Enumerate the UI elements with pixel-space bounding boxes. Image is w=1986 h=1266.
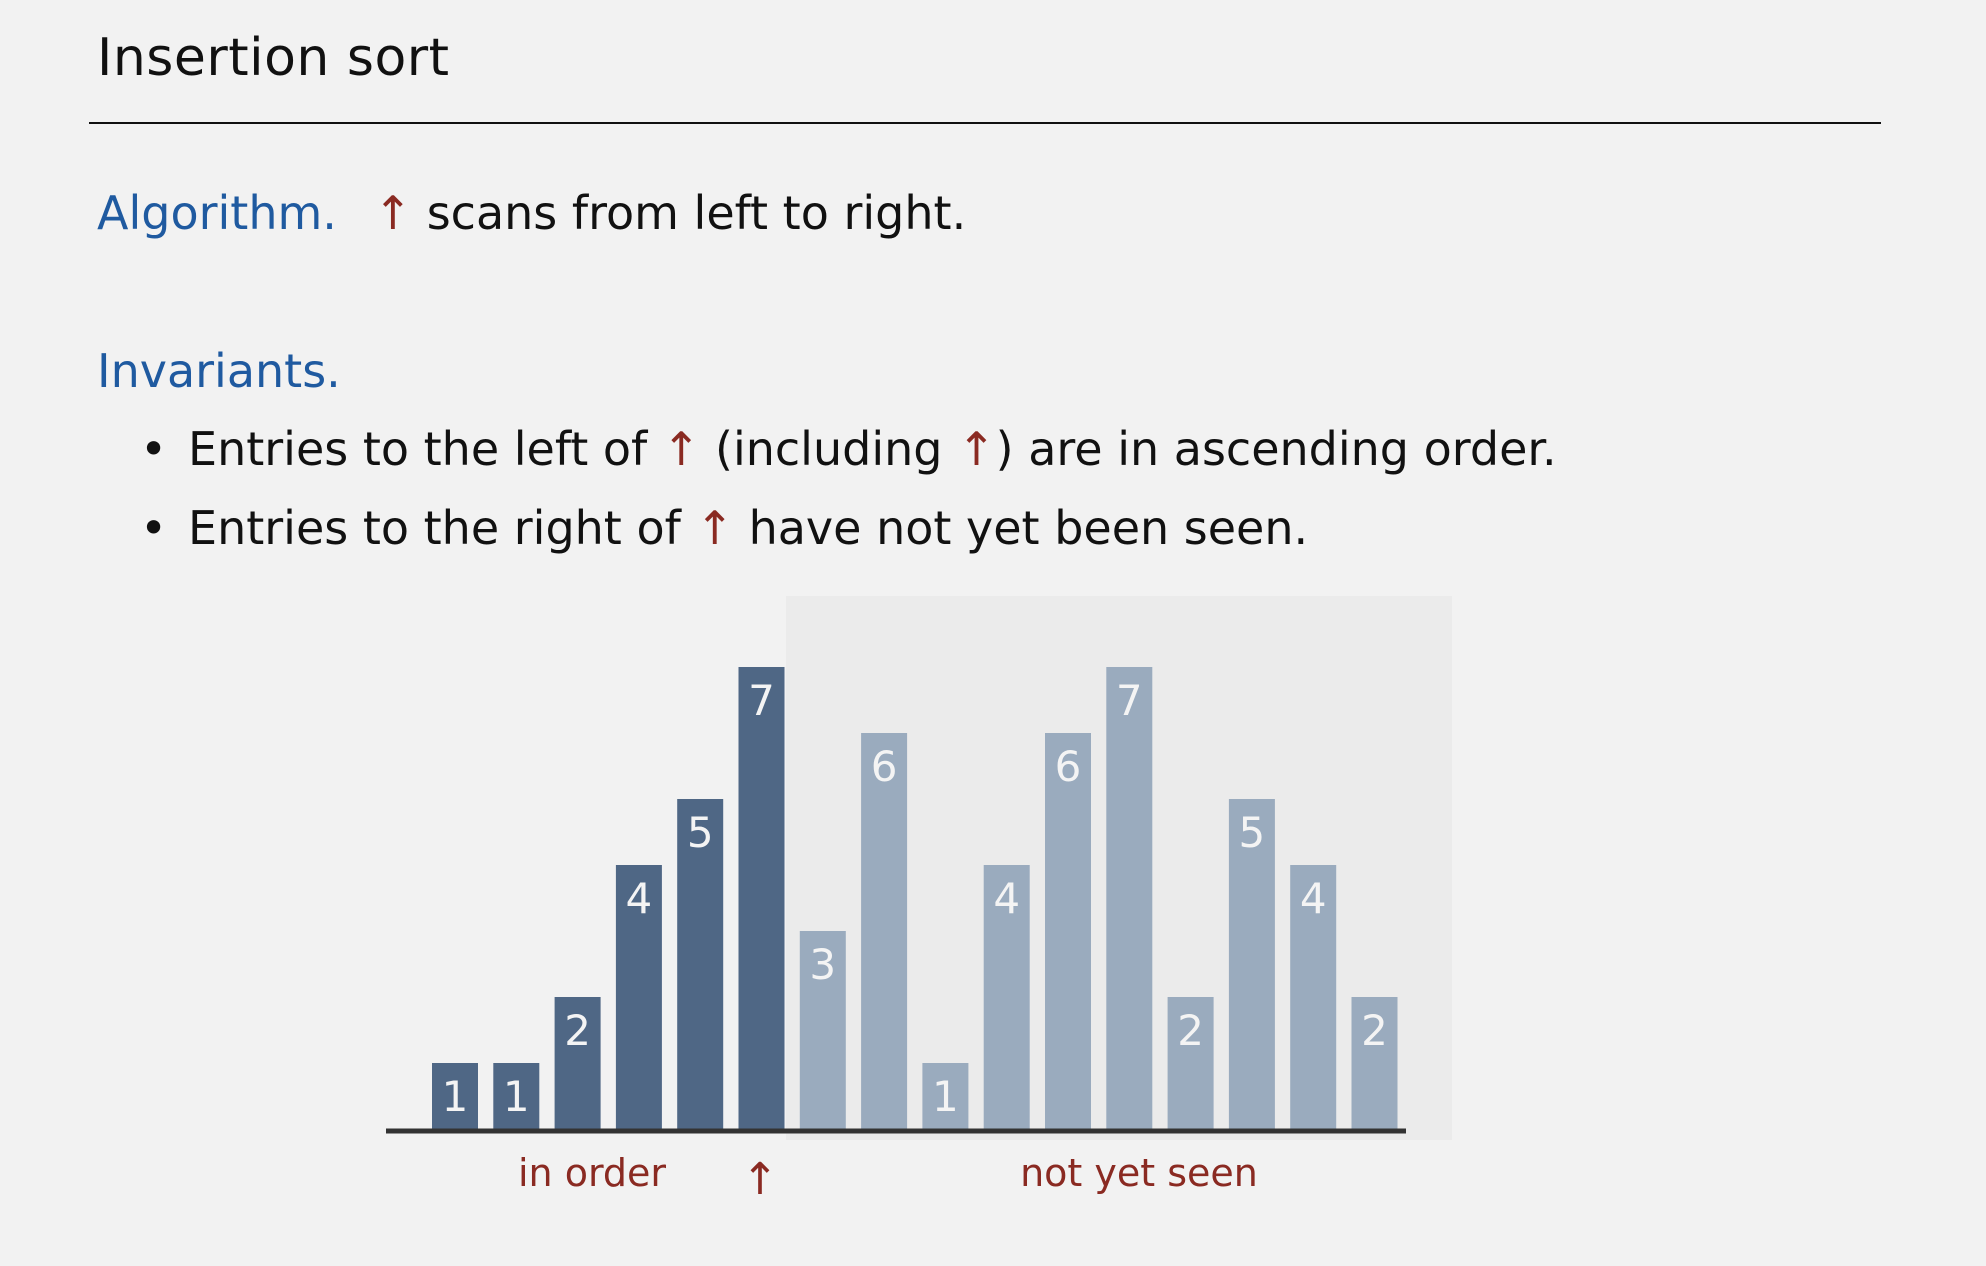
not-yet-seen-label: not yet seen (1020, 1151, 1258, 1195)
bar-3 (554, 997, 601, 1129)
bullet-icon: • (140, 501, 168, 555)
bar-value-label: 1 (503, 1072, 530, 1121)
bar-4 (615, 865, 662, 1129)
bar-15 (1290, 865, 1337, 1129)
bar-value-label: 4 (1300, 874, 1327, 923)
bar-value-label: 1 (932, 1072, 959, 1121)
bar-value-label: 1 (442, 1072, 469, 1121)
invariant-bullet-2: • Entries to the right of ↑ have not yet … (140, 501, 1308, 555)
bar-value-label: 4 (993, 874, 1020, 923)
bar-8 (861, 733, 908, 1129)
bullet-text: Entries to the left of (188, 422, 662, 476)
bar-16 (1351, 997, 1398, 1129)
pointer-arrow-icon: ↑ (661, 422, 701, 476)
bar-1 (432, 1063, 478, 1129)
bar-2 (493, 1063, 540, 1129)
bar-6 (738, 667, 785, 1129)
bar-value-label: 7 (1116, 676, 1143, 725)
bar-13 (1167, 997, 1214, 1129)
algorithm-label: Algorithm. (97, 186, 337, 240)
bar-5 (677, 799, 724, 1129)
bullet-text: Entries to the right of (188, 501, 696, 555)
in-order-label: in order (518, 1151, 666, 1195)
pointer-arrow-icon: ↑ (695, 501, 734, 555)
pointer-arrow-icon: ↑ (957, 422, 996, 476)
bar-9 (922, 1063, 969, 1129)
bar-7 (799, 931, 846, 1129)
bar-value-label: 5 (1239, 808, 1266, 857)
bar-value-label: 2 (1361, 1006, 1388, 1055)
bar-value-label: 7 (748, 676, 775, 725)
bar-value-label: 2 (1177, 1006, 1204, 1055)
algorithm-text: scans from left to right. (426, 186, 967, 240)
pointer-arrow-icon: ↑ (373, 186, 413, 240)
bar-11 (1045, 733, 1091, 1129)
title-divider (89, 122, 1881, 124)
algorithm-line: Algorithm. ↑ scans from left to right. (97, 186, 966, 240)
bar-value-label: 3 (809, 940, 836, 989)
invariant-bullet-1: • Entries to the left of ↑ (including ↑) … (140, 422, 1557, 476)
bar-14 (1228, 799, 1275, 1129)
bar-value-label: 6 (1055, 742, 1082, 791)
bar-value-label: 2 (564, 1006, 591, 1055)
invariants-label: Invariants. (97, 344, 341, 398)
pointer-arrow-icon: ↑ (742, 1154, 779, 1205)
bar-12 (1106, 667, 1153, 1129)
bullet-text: ) are in ascending order. (995, 422, 1557, 476)
bar-10 (983, 865, 1030, 1129)
bullet-text: have not yet been seen. (733, 501, 1309, 555)
bullet-icon: • (140, 422, 168, 476)
bar-value-label: 6 (871, 742, 898, 791)
bar-value-label: 4 (626, 874, 653, 923)
bar-value-label: 5 (687, 808, 714, 857)
bullet-text: (including (700, 422, 958, 476)
slide-title: Insertion sort (97, 28, 450, 88)
